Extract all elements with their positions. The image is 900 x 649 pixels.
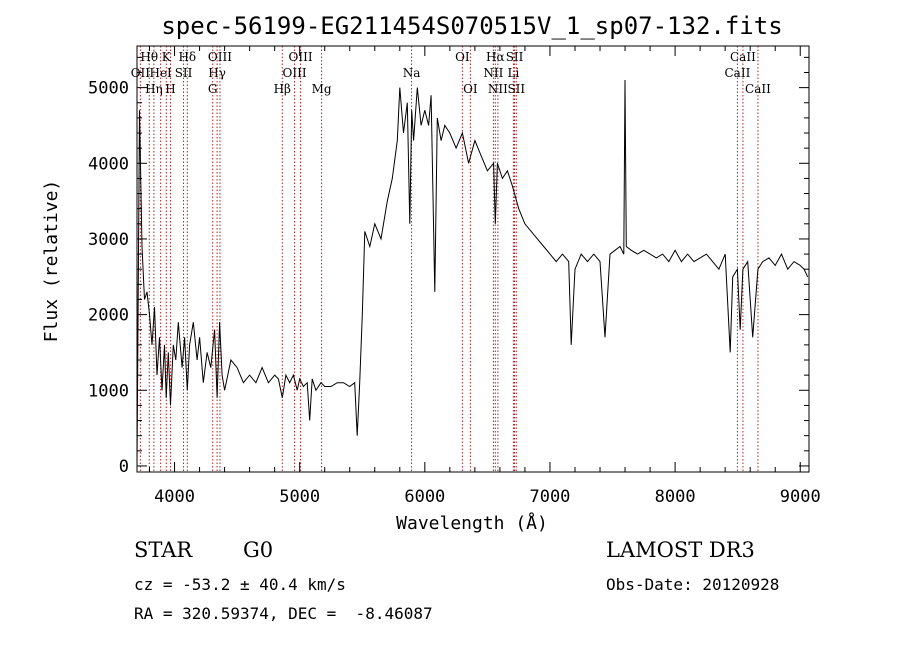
x-tick-label: 4000 [154,487,195,507]
spectral-line-label: SII [506,50,524,64]
observation-date: Obs-Date: 20120928 [606,575,780,594]
spectral-line-label: Hβ [274,82,291,96]
spectral-line-label: OI [463,82,478,96]
x-axis-label: Wavelength (Å) [396,512,548,534]
x-axis-ticks: 4000 5000 6000 7000 8000 9000 [149,46,821,507]
spectral-line-label: OIII [208,50,232,64]
spectrum-series [136,79,809,466]
chart-title: spec-56199-EG211454S070515V_1_sp07-132.f… [161,12,782,40]
spectral-line-label: Hα [486,50,505,64]
spectral-line-labels: OIIHθHηHeIKHSIIHδGHγOIIIHβOIIIOIIIMgNaOI… [131,50,771,96]
object-subclass: G0 [243,538,274,562]
y-axis-label: Flux (relative) [41,180,62,343]
spectral-line-label: Na [403,66,421,80]
y-tick-label: 0 [119,457,129,477]
spectral-line-label: OI [455,50,470,64]
redshift-velocity: cz = -53.2 ± 40.4 km/s [134,575,346,594]
spectrum-line [136,79,809,466]
x-tick-label: 5000 [279,487,320,507]
spectral-line-label: NII [488,82,508,96]
y-tick-label: 3000 [88,230,129,250]
spectral-line-label: Li [508,66,520,80]
spectral-line-label: CaII [730,50,756,64]
x-tick-label: 9000 [780,487,821,507]
spectral-line-label: H [165,82,175,96]
y-tick-label: 2000 [88,306,129,326]
x-tick-label: 6000 [404,487,445,507]
spectral-line-label: Hθ [140,50,158,64]
spectral-line-label: OII [131,66,151,80]
plot-frame [136,45,810,473]
spectral-line-label: Hγ [208,66,226,80]
spectral-line-label: NII [483,66,503,80]
survey-label: LAMOST DR3 [606,538,755,562]
spectral-line-label: Hη [145,82,163,96]
spectral-line-label: SII [507,82,525,96]
spectral-line-label: Mg [312,82,332,96]
spectral-line-label: CaII [745,82,771,96]
spectral-line-label: HeI [149,66,172,80]
y-tick-label: 4000 [88,154,129,174]
x-tick-label: 8000 [655,487,696,507]
spectral-line-label: G [208,82,218,96]
spectral-line-label: CaII [725,66,751,80]
spectral-line-markers [139,46,759,472]
spectral-line-label: SII [175,66,193,80]
spectral-line-label: OIII [283,66,307,80]
spectral-line-label: Hδ [178,50,196,64]
coordinates: RA = 320.59374, DEC = -8.46087 [134,604,433,623]
y-axis-ticks: 0 1000 2000 3000 4000 5000 [88,56,809,477]
y-tick-label: 1000 [88,381,129,401]
x-tick-label: 7000 [529,487,570,507]
object-class: STAR [134,538,193,562]
spectral-line-label: K [162,50,172,64]
y-tick-label: 5000 [88,79,129,99]
spectral-line-label: OIII [289,50,313,64]
